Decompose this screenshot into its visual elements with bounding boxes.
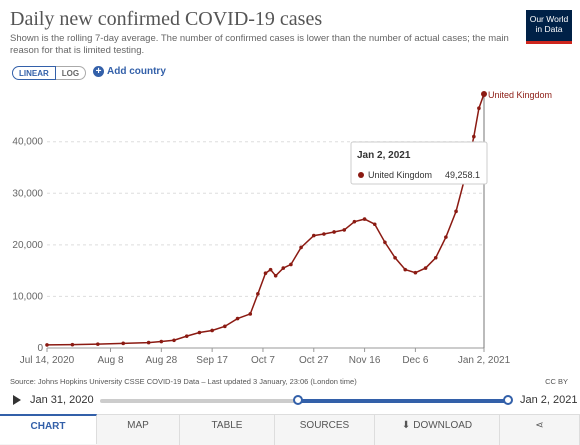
x-tick-label: Jul 14, 2020 [20,355,75,366]
tab-download-label: DOWNLOAD [413,420,473,431]
y-tick-label: 30,000 [12,188,43,199]
data-point [121,341,126,346]
y-tick-label: 0 [37,343,43,354]
tab-download[interactable]: ⬇ DOWNLOAD [375,415,500,445]
tooltip-box [350,141,488,185]
y-tick-label: 10,000 [12,291,43,302]
play-icon[interactable] [13,395,21,405]
x-tick-label: Dec 6 [402,355,429,366]
data-point [342,228,347,232]
series-points [45,92,486,347]
data-point [423,266,428,270]
data-point [472,134,476,139]
x-ticks: Jul 14, 2020 Aug 8 Aug 28 Sep 17 Oct 7 Oct 27… [20,348,511,366]
tab-bar: CHART MAP TABLE SOURCES ⬇ DOWNLOAD ⋖ [0,414,580,445]
plus-icon: + [93,66,104,77]
data-point [393,255,397,260]
data-point [403,267,408,272]
data-point [281,266,286,270]
source-note[interactable]: Source: Johns Hopkins University CSSE CO… [10,377,357,386]
data-point [268,267,273,272]
data-point [289,262,293,267]
x-tick-label: Jan 2, 2021 [458,355,511,366]
data-point [96,342,100,346]
data-point [454,209,458,214]
chart-subtitle: Shown is the rolling 7-day average. The … [10,33,509,56]
data-point [383,240,387,245]
data-point [362,217,367,221]
tooltip-date: Jan 2, 2021 [357,150,411,161]
end-point-marker [481,91,487,97]
share-icon: ⋖ [535,420,544,431]
timeline: Jan 31, 2020 Jan 2, 2021 [0,390,580,412]
timeline-end-label: Jan 2, 2021 [520,394,578,406]
tooltip-country: United Kingdom [368,170,432,180]
share-button[interactable]: ⋖ [500,415,580,445]
chart-title: Daily new confirmed COVID-19 cases [10,8,323,30]
data-point [172,338,176,343]
x-tick-label: Nov 16 [349,355,381,366]
data-point [210,328,214,333]
tooltip-swatch [358,172,364,178]
timeline-end-handle[interactable] [503,395,513,405]
tooltip-value: 49,258.1 [445,170,480,180]
data-point [322,232,326,236]
data-point [477,106,481,111]
data-point [311,233,316,238]
y-tick-label: 40,000 [12,137,43,148]
y-tick-label: 20,000 [12,240,43,251]
logo-line-2: in Data [535,24,563,34]
add-country-label: Add country [107,66,166,77]
linear-scale-button[interactable]: LINEAR [12,66,56,80]
data-point [45,343,49,347]
data-point [223,324,227,329]
logo-line-1: Our World [529,14,569,24]
series-label: United Kingdom [488,90,552,100]
data-point [70,342,75,347]
data-point [444,235,448,239]
data-point [235,316,240,321]
download-icon: ⬇ [401,420,411,431]
log-scale-button[interactable]: LOG [55,66,87,80]
data-point [372,222,377,227]
x-tick-label: Oct 27 [299,355,329,366]
data-point [273,274,278,278]
license-label[interactable]: CC BY [545,377,568,386]
timeline-selected-range [298,399,508,403]
y-gridlines: 0 10,000 20,000 30,000 40,000 [12,137,484,354]
tab-chart[interactable]: CHART [0,414,97,444]
data-point [248,312,253,316]
data-point [197,330,202,335]
x-tick-label: Aug 28 [145,355,177,366]
timeline-start-label: Jan 31, 2020 [30,394,94,406]
timeline-start-handle[interactable] [293,395,303,405]
scale-toggle: LINEAR LOG [12,66,87,80]
data-point [263,271,268,276]
x-tick-label: Aug 8 [97,355,124,366]
data-point [433,255,438,260]
data-point [159,339,164,344]
tab-table[interactable]: TABLE [180,415,275,445]
line-chart[interactable]: 0 10,000 20,000 30,000 40,000 Jul 14, 2020 Aug… [0,80,580,376]
data-point [352,219,357,224]
logo-accent-bar [526,41,572,44]
x-tick-label: Oct 7 [251,355,275,366]
tab-sources[interactable]: SOURCES [275,415,375,445]
tooltip: Jan 2, 2021 United Kingdom 49,258.1 [350,141,488,185]
data-point [299,245,303,250]
owid-logo[interactable]: Our World in Data [526,10,572,44]
data-point [332,230,336,234]
data-point [256,292,260,296]
add-country-button[interactable]: + Add country [93,66,166,77]
x-tick-label: Sep 17 [196,355,228,366]
data-point [146,340,151,345]
data-point [184,334,189,338]
data-point [413,270,418,275]
series-line-united-kingdom [46,93,485,346]
tab-map[interactable]: MAP [97,415,180,445]
